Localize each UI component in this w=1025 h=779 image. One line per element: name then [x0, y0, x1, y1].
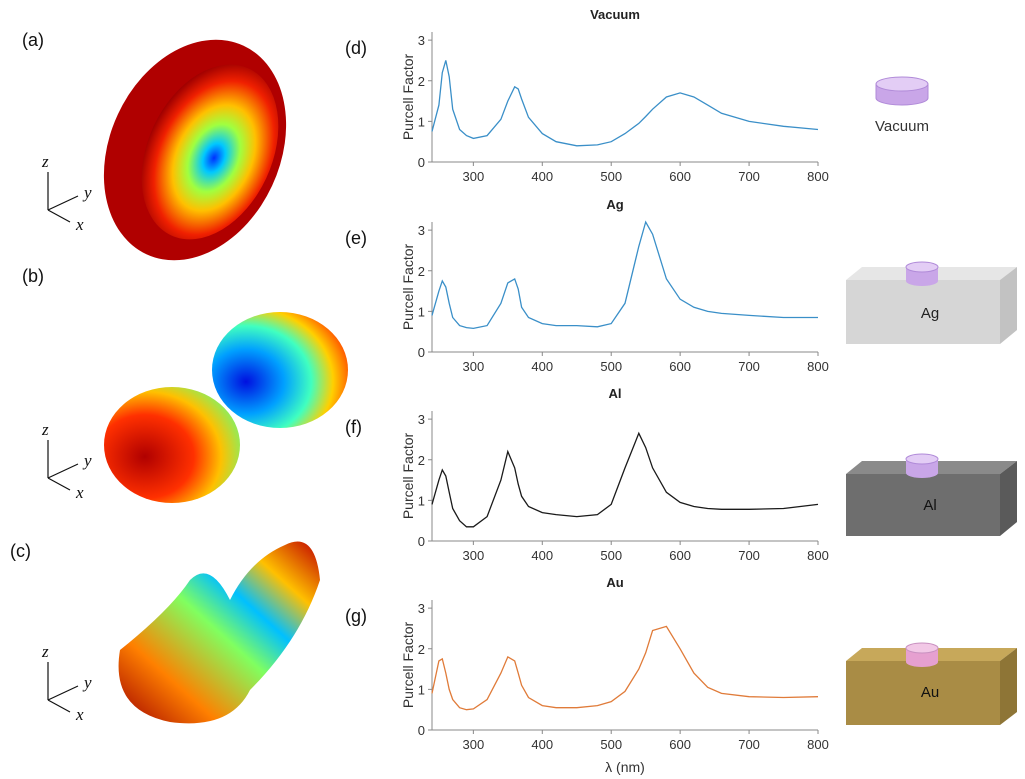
x-tick-label: 800	[807, 548, 829, 563]
panel-label: (d)	[345, 38, 367, 58]
axis-name: z	[41, 420, 49, 439]
y-tick-label: 0	[418, 345, 425, 360]
page: (a) (b) (c) z y x z y x z y x 0123300400…	[0, 0, 1025, 779]
y-tick-label: 3	[418, 33, 425, 48]
x-tick-label: 400	[531, 359, 553, 374]
x-tick-label: 600	[669, 548, 691, 563]
y-tick-label: 2	[418, 453, 425, 468]
x-tick-label: 300	[463, 548, 485, 563]
axis-name: y	[82, 183, 92, 202]
x-tick-label: 400	[531, 169, 553, 184]
axis-name: z	[41, 152, 49, 171]
chart-title: Al	[609, 386, 622, 401]
inset-au	[818, 643, 1017, 734]
axis-name: x	[75, 483, 84, 502]
axis-triad	[48, 172, 78, 712]
x-axis-label: λ (nm)	[605, 759, 645, 775]
chart-title: Ag	[606, 197, 623, 212]
panel-label: (b)	[22, 266, 44, 286]
x-tick-label: 500	[600, 359, 622, 374]
y-axis-label: Purcell Factor	[400, 243, 416, 330]
y-axis-label: Purcell Factor	[400, 432, 416, 519]
x-tick-label: 600	[669, 737, 691, 752]
y-tick-label: 2	[418, 264, 425, 279]
radiation-shape	[212, 312, 348, 428]
x-tick-label: 400	[531, 548, 553, 563]
inset-label: Al	[923, 497, 936, 514]
x-tick-label: 800	[807, 737, 829, 752]
panel-label: (f)	[345, 417, 362, 437]
x-tick-label: 300	[463, 737, 485, 752]
y-tick-label: 1	[418, 682, 425, 697]
chart-title: Vacuum	[590, 7, 640, 22]
chart-title: Au	[606, 575, 623, 590]
x-tick-label: 800	[807, 169, 829, 184]
panel-label: (a)	[22, 30, 44, 50]
data-line	[432, 222, 818, 328]
radiation-shape	[119, 542, 320, 724]
x-tick-label: 600	[669, 359, 691, 374]
panel-label: (c)	[10, 541, 31, 561]
y-tick-label: 2	[418, 642, 425, 657]
x-tick-label: 700	[738, 359, 760, 374]
y-tick-label: 0	[418, 155, 425, 170]
figure: (a) (b) (c) z y x z y x z y x 0123300400…	[0, 0, 1025, 779]
panel-label: (e)	[345, 228, 367, 248]
x-tick-label: 700	[738, 169, 760, 184]
inset-vacuum	[876, 77, 928, 105]
inset-label: Ag	[921, 305, 939, 322]
x-tick-label: 800	[807, 359, 829, 374]
x-tick-label: 700	[738, 548, 760, 563]
y-tick-label: 2	[418, 74, 425, 89]
y-tick-label: 1	[418, 114, 425, 129]
x-tick-label: 500	[600, 548, 622, 563]
data-line	[432, 433, 818, 527]
x-tick-label: 400	[531, 737, 553, 752]
y-tick-label: 0	[418, 534, 425, 549]
x-tick-label: 500	[600, 169, 622, 184]
data-line	[432, 60, 818, 145]
y-axis-label: Purcell Factor	[400, 621, 416, 708]
y-tick-label: 3	[418, 601, 425, 616]
panel-label: (g)	[345, 606, 367, 626]
y-tick-label: 3	[418, 223, 425, 238]
y-tick-label: 0	[418, 723, 425, 738]
inset-al	[818, 454, 1017, 546]
y-tick-label: 1	[418, 493, 425, 508]
x-tick-label: 600	[669, 169, 691, 184]
x-tick-label: 700	[738, 737, 760, 752]
axis-name: z	[41, 642, 49, 661]
axis-name: y	[82, 451, 92, 470]
radiation-shape	[104, 387, 240, 503]
inset-label: Au	[921, 684, 939, 701]
data-line	[432, 626, 818, 709]
y-axis-label: Purcell Factor	[400, 53, 416, 140]
x-tick-label: 300	[463, 359, 485, 374]
inset-ag	[818, 262, 1017, 352]
axis-name: x	[75, 215, 84, 234]
x-tick-label: 500	[600, 737, 622, 752]
y-tick-label: 3	[418, 412, 425, 427]
axis-name: x	[75, 705, 84, 724]
x-tick-label: 300	[463, 169, 485, 184]
y-tick-label: 1	[418, 304, 425, 319]
inset-label: Vacuum	[875, 118, 929, 135]
axis-name: y	[82, 673, 92, 692]
